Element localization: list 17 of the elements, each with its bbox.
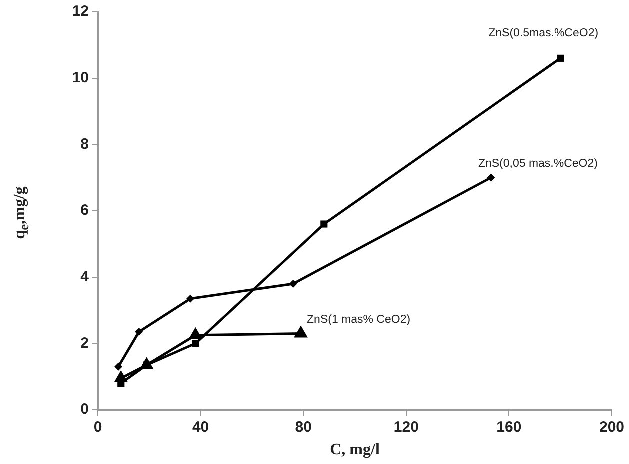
x-axis-title: C, mg/l	[330, 442, 380, 459]
x-tick-label: 160	[496, 419, 522, 436]
x-tick-label: 0	[94, 419, 102, 436]
y-tick-label: 12	[72, 3, 89, 20]
y-tick-label: 0	[80, 401, 89, 418]
series-label: ZnS(1 mas% CeO2)	[307, 314, 411, 326]
y-tick-label: 8	[80, 136, 89, 153]
series-label: ZnS(0,05 mas.%CeO2)	[478, 158, 598, 170]
y-tick-label: 6	[80, 202, 89, 220]
x-tick-label: 80	[295, 419, 312, 436]
y-tick-label: 4	[80, 268, 90, 286]
x-tick-label: 200	[599, 419, 625, 436]
y-tick-label: 10	[72, 69, 89, 86]
x-tick-label: 40	[192, 419, 210, 436]
text: ZnS(0.5mas.%CeO2)	[488, 28, 599, 40]
y-tick-label: 2	[80, 334, 89, 352]
x-tick-label: 120	[394, 419, 419, 436]
